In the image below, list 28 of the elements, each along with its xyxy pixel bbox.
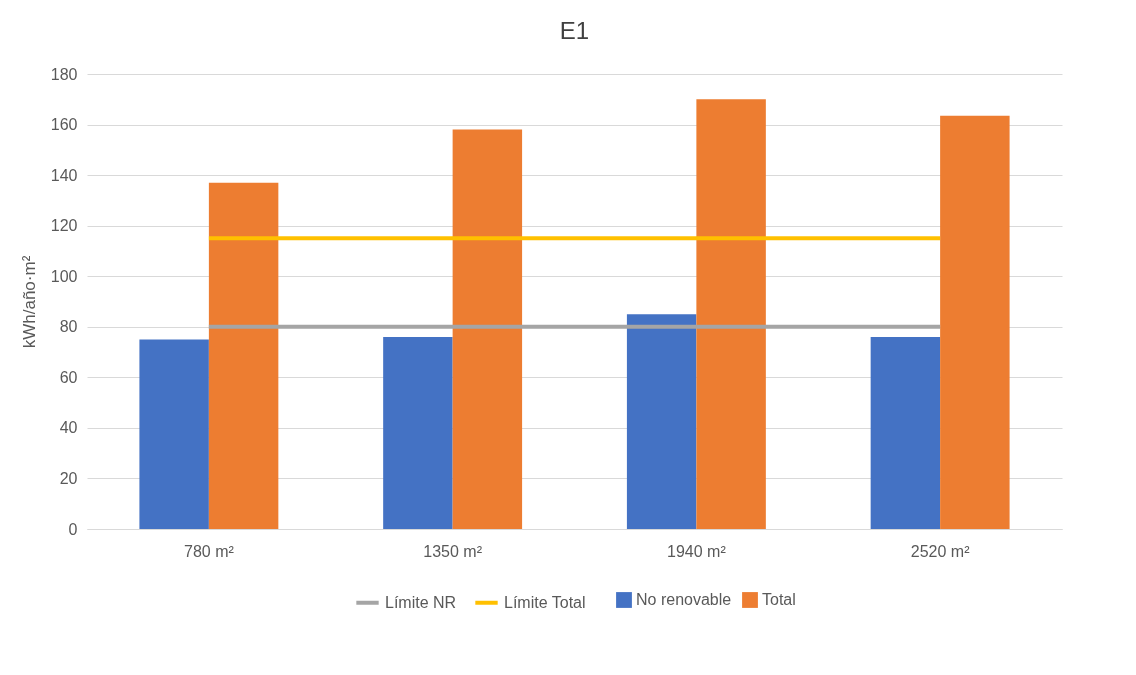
x-tick-label: 2520 m²	[910, 542, 971, 560]
y-tick-label: 40	[59, 419, 78, 437]
y-tick-label: 140	[50, 166, 78, 184]
y-tick-label: 60	[59, 368, 78, 386]
y-tick-label: 180	[50, 65, 78, 83]
y-axis-title: kWh/año·m²	[19, 255, 39, 349]
bar	[452, 129, 523, 529]
x-tick-label: 1350 m²	[423, 542, 483, 560]
bar	[139, 339, 209, 529]
legend-label: Total	[762, 591, 796, 608]
y-tick-label: 80	[59, 318, 78, 336]
bar	[208, 182, 279, 529]
y-tick-label: 20	[59, 469, 78, 487]
y-tick-label: 100	[50, 267, 78, 285]
legend-label: Límite Total	[504, 593, 586, 611]
bar	[626, 314, 697, 529]
x-tick-label: 780 m²	[183, 542, 235, 560]
y-tick-label: 160	[50, 116, 78, 134]
bar	[870, 336, 941, 529]
legend-label: Límite NR	[385, 593, 457, 611]
y-tick-label: 120	[50, 217, 78, 235]
chart-title: E1	[559, 17, 590, 44]
legend-label: No renovable	[636, 591, 732, 608]
y-tick-label: 0	[68, 520, 78, 538]
bar	[696, 99, 766, 529]
x-tick-label: 1940 m²	[667, 542, 727, 560]
bar	[940, 115, 1010, 529]
bar	[383, 336, 453, 529]
